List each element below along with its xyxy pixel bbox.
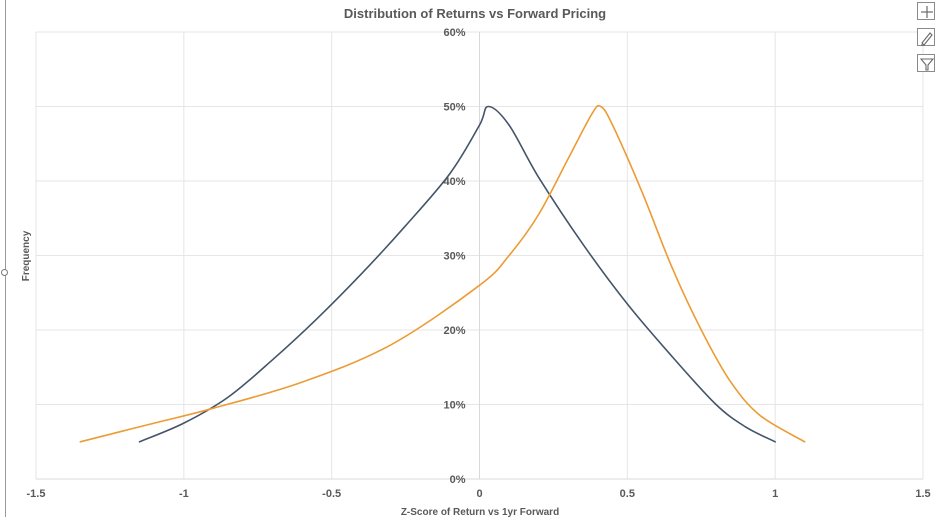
x-tick-label: -1.5	[27, 488, 46, 500]
x-tick-label: -1	[179, 488, 189, 500]
y-tick-label: 10%	[443, 400, 465, 412]
plus-icon	[921, 6, 933, 18]
paintbrush-icon	[921, 32, 933, 46]
chart-elements-button[interactable]	[917, 2, 935, 20]
y-tick-label: 60%	[443, 27, 465, 39]
x-tick-label: 0	[476, 488, 482, 500]
y-tick-label: 20%	[443, 325, 465, 337]
x-tick-label: 1.5	[915, 488, 930, 500]
y-tick-label: 40%	[443, 176, 465, 188]
series-line-1	[138, 105, 776, 443]
x-axis-title: Z-Score of Return vs 1yr Forward	[401, 507, 559, 517]
series-line-2	[79, 104, 806, 443]
funnel-icon	[919, 58, 935, 71]
y-axis-title: Frequency	[21, 230, 32, 281]
y-tick-label: 0%	[450, 474, 466, 486]
y-tick-label: 30%	[443, 251, 465, 263]
x-tick-label: 1	[772, 488, 778, 500]
chart-frame-border	[5, 0, 6, 517]
x-tick-label: -0.5	[322, 488, 341, 500]
y-tick-label: 50%	[443, 102, 465, 114]
chart-title: Distribution of Returns vs Forward Prici…	[344, 6, 606, 21]
chart-styles-button[interactable]	[917, 28, 935, 46]
resize-handle[interactable]	[1, 269, 8, 276]
chart-filters-button[interactable]	[917, 54, 935, 72]
x-tick-label: 0.5	[620, 488, 635, 500]
